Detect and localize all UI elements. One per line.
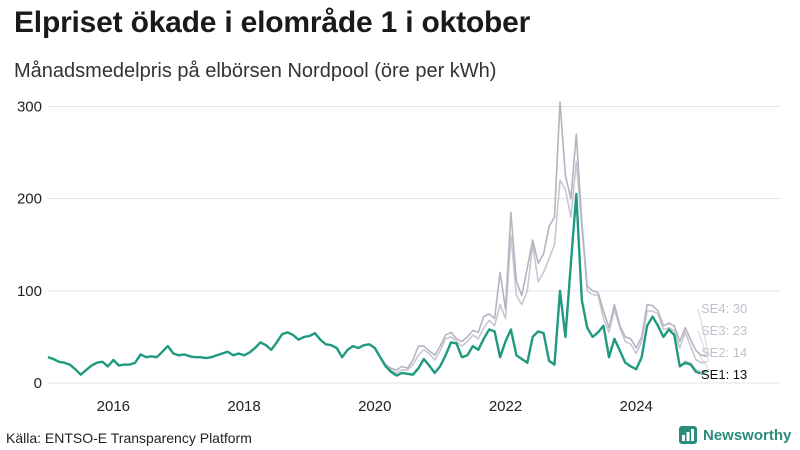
x-tick-label: 2024: [620, 398, 653, 415]
end-label-se2: SE2: 14: [701, 345, 747, 360]
y-tick-label: 300: [17, 98, 42, 115]
chart-subtitle: Månadsmedelpris på elbörsen Nordpool (ör…: [14, 60, 497, 82]
series-line-se3: [47, 161, 708, 376]
y-tick-label: 0: [34, 375, 42, 392]
end-label-se1: SE1: 13: [701, 367, 747, 382]
y-tick-label: 200: [17, 191, 42, 208]
label-leader-line: [697, 308, 710, 356]
x-tick-label: 2022: [489, 398, 522, 415]
label-leader-line: [697, 352, 710, 371]
y-tick-label: 100: [17, 283, 42, 300]
x-tick-label: 2018: [227, 398, 260, 415]
x-tick-label: 2020: [358, 398, 391, 415]
series-line-se4: [47, 101, 707, 376]
brand-name: Newsworthy: [703, 426, 792, 444]
source-note: Källa: ENTSO-E Transparency Platform: [6, 430, 252, 446]
newsworthy-logo-icon: [679, 426, 697, 444]
end-label-se4: SE4: 30: [701, 301, 747, 316]
brand-logo: Newsworthy: [679, 426, 791, 444]
series-line-se1: [47, 192, 708, 377]
label-leader-line: [697, 370, 710, 376]
chart-title: Elpriset ökade i elområde 1 i oktober: [14, 6, 531, 39]
x-tick-label: 2016: [97, 398, 130, 415]
end-label-se3: SE3: 23: [701, 323, 747, 338]
label-leader-line: [697, 330, 710, 362]
